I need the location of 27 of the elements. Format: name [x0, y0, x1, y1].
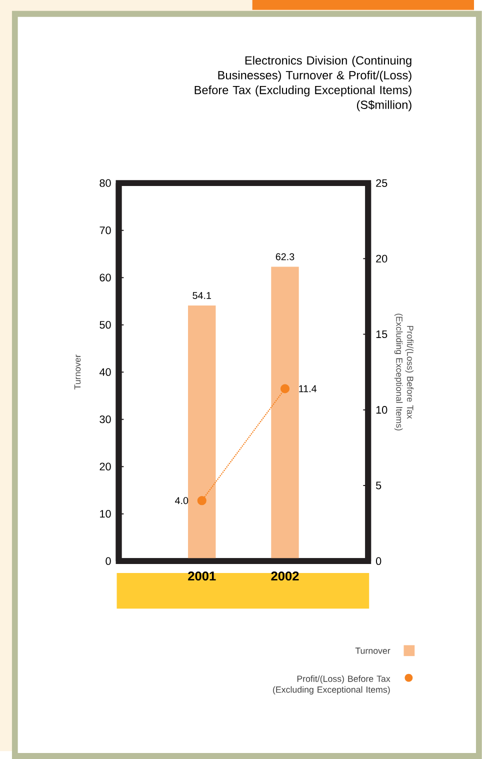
y-tick-label: 50 [100, 320, 111, 329]
x-tick-label: 2001 [188, 571, 216, 581]
chart-subtitle: (S$million) [357, 100, 412, 112]
y-tick-label: 30 [100, 415, 111, 424]
legend-label: Profit/(Loss) Before Tax (Excluding Exceptional Items) [273, 675, 390, 695]
data-label: 62.3 [276, 253, 294, 260]
data-label: 4.0 [175, 497, 188, 504]
legend-label: Turnover [355, 648, 390, 654]
y-tick-label: 0 [106, 557, 111, 565]
x-tick-label: 2002 [271, 571, 299, 581]
y-tick-label: 20 [100, 462, 111, 470]
y-tick-label: 10 [100, 510, 111, 518]
chart-title: Electronics Division (Continuing Businesses) Turnover & Profit/(Loss) Before Tax (Excluding Exceptional Items) [194, 56, 412, 97]
y2-tick-label: 5 [376, 482, 382, 490]
y2-tick-label: 20 [376, 254, 388, 263]
y-axis-title: Turnover [74, 354, 81, 390]
y2-tick-label: 25 [376, 179, 388, 187]
data-label: 54.1 [192, 292, 212, 299]
y-tick-label: 80 [100, 179, 111, 187]
y-tick-label: 60 [100, 274, 111, 282]
y2-axis-title: Profit/(Loss) Before Tax (Excluding Exceptional Items) [394, 314, 414, 430]
y-tick-label: 40 [100, 368, 111, 376]
data-label: 11.4 [299, 385, 317, 392]
y-tick-label: 70 [100, 226, 111, 234]
y2-tick-label: 0 [376, 557, 382, 565]
y2-tick-label: 10 [376, 406, 388, 414]
y2-tick-label: 15 [376, 330, 388, 338]
